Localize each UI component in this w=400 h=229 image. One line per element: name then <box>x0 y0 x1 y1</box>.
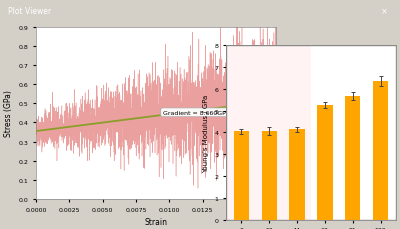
Bar <box>290 130 305 220</box>
Bar <box>345 97 360 220</box>
Bar <box>317 106 332 220</box>
Text: Gradient = 8.660GPa: Gradient = 8.660GPa <box>163 110 229 115</box>
Bar <box>226 46 396 220</box>
Bar <box>262 132 277 220</box>
Y-axis label: Young's Modulus / GPa: Young's Modulus / GPa <box>203 94 209 172</box>
X-axis label: Strain: Strain <box>144 217 168 226</box>
Bar <box>234 132 249 220</box>
Text: ×: × <box>381 7 388 16</box>
Bar <box>226 46 311 220</box>
Y-axis label: Stress (GPa): Stress (GPa) <box>4 90 13 137</box>
Text: Plot Viewer: Plot Viewer <box>8 7 51 16</box>
Bar <box>373 82 388 220</box>
